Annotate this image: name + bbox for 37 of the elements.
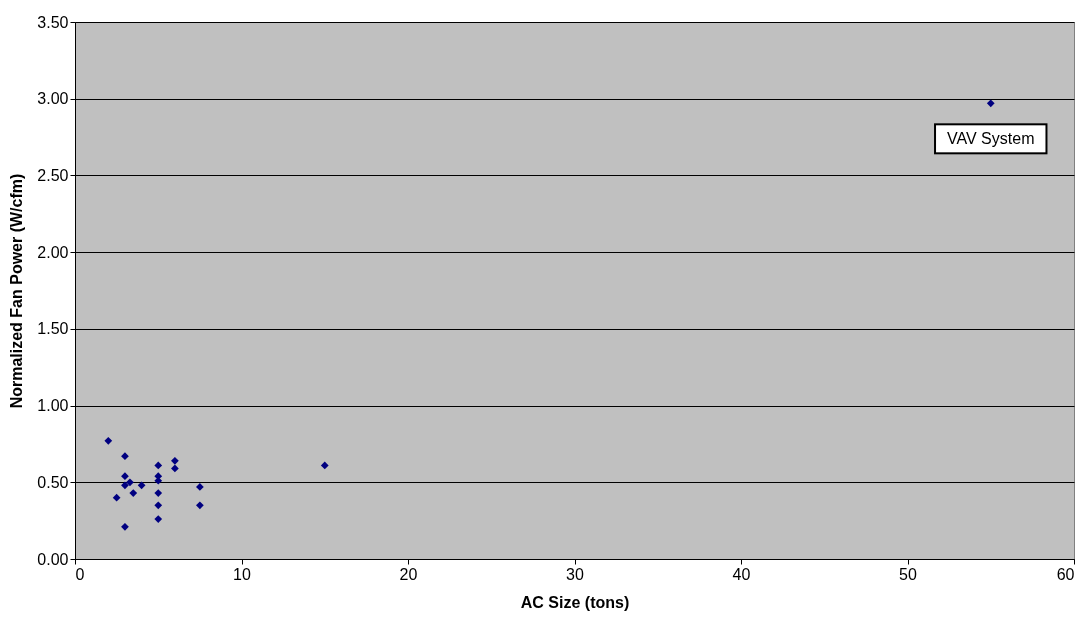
point <box>196 501 204 510</box>
x-tick-label: 30 <box>566 565 584 583</box>
y-tick-label: 0.00 <box>37 550 69 568</box>
annotation: VAV System <box>947 130 1035 148</box>
y-tick-label: 2.00 <box>37 243 69 261</box>
point <box>121 472 129 481</box>
point <box>137 481 146 490</box>
point <box>112 493 121 502</box>
x-tick-label: 40 <box>732 565 751 583</box>
point <box>154 515 163 523</box>
point <box>154 489 163 497</box>
x-tick-label: 0 <box>75 565 85 583</box>
point <box>154 501 163 510</box>
y-tick-label: 0.50 <box>37 473 69 491</box>
point <box>171 464 179 473</box>
point <box>320 461 329 470</box>
y-tick-label: 1.50 <box>37 320 69 338</box>
point <box>121 452 129 461</box>
point <box>154 461 163 470</box>
x-tick-label: 50 <box>899 565 917 583</box>
y-tick-label: 3.00 <box>37 90 69 108</box>
point <box>171 456 179 465</box>
point <box>129 489 138 497</box>
x-tick-label: 10 <box>233 565 251 583</box>
point <box>121 522 129 531</box>
y-tick-label: 2.50 <box>37 166 69 184</box>
point <box>104 436 113 445</box>
y-axis-title: Normalized Fan Power (W/cfm) <box>8 173 26 409</box>
point <box>126 478 134 487</box>
y-tick-label: 1.00 <box>37 397 69 415</box>
x-tick-label: 60 <box>1056 565 1075 583</box>
x-tick-label: 20 <box>399 565 418 583</box>
point <box>196 483 204 491</box>
point <box>986 99 995 108</box>
y-tick-label: 3.50 <box>37 13 69 31</box>
point <box>121 481 129 490</box>
x-axis-title: AC Size (tons) <box>520 593 630 611</box>
